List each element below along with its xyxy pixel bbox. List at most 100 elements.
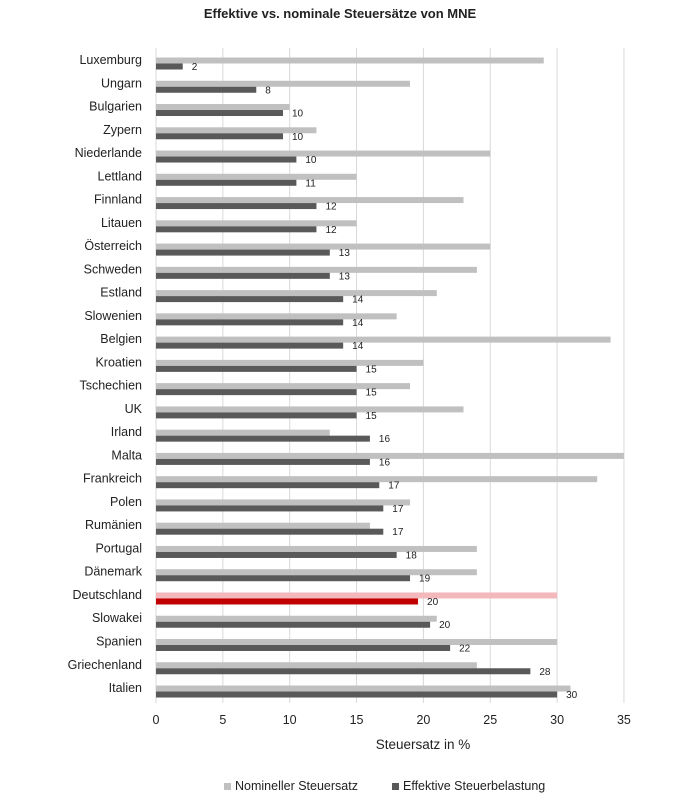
effective-value-label: 13 [339, 248, 351, 259]
effective-bar [156, 272, 330, 279]
x-axis-title: Steuersatz in % [376, 737, 471, 752]
effective-value-label: 10 [305, 155, 317, 166]
legend-swatch-effective [392, 783, 399, 790]
effective-value-label: 10 [292, 109, 304, 120]
effective-value-label: 18 [406, 550, 418, 561]
nominal-bar [156, 406, 464, 413]
effective-value-label: 17 [392, 527, 404, 538]
nominal-bar [156, 429, 330, 436]
nominal-bar [156, 290, 437, 297]
effective-value-label: 20 [439, 620, 451, 631]
category-label: Litauen [101, 216, 142, 230]
nominal-bar [156, 383, 411, 390]
nominal-bar [156, 522, 370, 529]
effective-value-label: 30 [566, 690, 578, 701]
nominal-bar [156, 499, 411, 506]
legend-swatch-nominal [224, 783, 231, 790]
nominal-bar [156, 359, 424, 366]
nominal-bar [156, 569, 477, 576]
effective-bar [156, 86, 257, 93]
category-label: Italien [109, 681, 142, 695]
effective-value-label: 16 [379, 457, 391, 468]
category-label: Österreich [84, 239, 142, 253]
category-label: Rumänien [85, 518, 142, 532]
effective-bar [156, 691, 558, 698]
x-tick-label: 20 [416, 713, 430, 727]
nominal-bar [156, 243, 491, 250]
effective-bar [156, 621, 431, 628]
nominal-bar [156, 197, 464, 204]
category-label: Irland [111, 425, 142, 439]
nominal-bar [156, 173, 357, 180]
effective-value-label: 19 [419, 574, 431, 585]
category-label: Slowakei [92, 611, 142, 625]
effective-value-label: 14 [352, 318, 364, 329]
effective-bar [156, 668, 531, 675]
effective-bar [156, 319, 344, 326]
category-label: Malta [111, 448, 142, 462]
effective-value-label: 16 [379, 434, 391, 445]
effective-bar [156, 203, 317, 210]
category-label: Dänemark [84, 565, 142, 579]
category-label: Bulgarien [89, 100, 142, 114]
nominal-bar [156, 615, 437, 622]
x-tick-label: 0 [153, 713, 160, 727]
effective-bar [156, 249, 330, 256]
nominal-bar [156, 336, 611, 343]
effective-value-label: 13 [339, 271, 351, 282]
nominal-bar [156, 452, 624, 459]
legend-label-effective: Effektive Steuerbelastung [403, 779, 545, 793]
x-tick-label: 15 [350, 713, 364, 727]
nominal-bar [156, 104, 290, 111]
category-label: Lettland [98, 169, 143, 183]
category-label: Spanien [96, 635, 142, 649]
effective-bar [156, 528, 384, 535]
category-label: Finnland [94, 193, 142, 207]
nominal-bar [156, 639, 558, 645]
category-label: Zypern [103, 123, 142, 137]
nominal-bar [156, 127, 317, 134]
effective-bar [156, 365, 357, 372]
effective-value-label: 14 [352, 295, 364, 306]
category-label: Kroatien [95, 355, 142, 369]
effective-value-label: 15 [366, 411, 378, 422]
effective-bar [156, 412, 357, 419]
effective-value-label: 11 [305, 178, 316, 189]
category-label: Portugal [95, 541, 142, 555]
nominal-bar [156, 150, 491, 157]
effective-value-label: 10 [292, 132, 304, 143]
effective-value-label: 28 [539, 667, 551, 678]
effective-bar [156, 482, 380, 489]
category-label: Frankreich [83, 472, 142, 486]
nominal-bar [156, 545, 477, 552]
nominal-bar [156, 313, 397, 320]
nominal-bar [156, 476, 598, 483]
x-tick-label: 25 [483, 713, 497, 727]
category-label: Tschechien [79, 379, 142, 393]
category-label: Schweden [84, 262, 142, 276]
effective-bar [156, 389, 357, 396]
effective-bar [156, 63, 183, 70]
nominal-bar [156, 220, 357, 227]
x-tick-label: 30 [550, 713, 564, 727]
effective-bar [156, 296, 344, 303]
category-label: Niederlande [75, 146, 142, 160]
effective-bar [156, 645, 451, 651]
effective-value-label: 15 [366, 364, 378, 375]
nominal-bar [156, 662, 477, 669]
effective-value-label: 12 [325, 202, 337, 213]
x-tick-label: 10 [283, 713, 297, 727]
category-label: Ungarn [101, 76, 142, 90]
effective-bar [156, 110, 284, 117]
effective-bar [156, 598, 419, 605]
effective-bar [156, 342, 344, 349]
effective-value-label: 8 [265, 85, 271, 96]
x-tick-label: 5 [219, 713, 226, 727]
effective-value-label: 17 [388, 481, 400, 492]
category-label: Griechenland [68, 658, 142, 672]
nominal-bar [156, 80, 411, 87]
category-label: Deutschland [73, 588, 143, 602]
effective-value-label: 14 [352, 341, 364, 352]
nominal-bar [156, 57, 544, 64]
nominal-bar [156, 592, 558, 599]
